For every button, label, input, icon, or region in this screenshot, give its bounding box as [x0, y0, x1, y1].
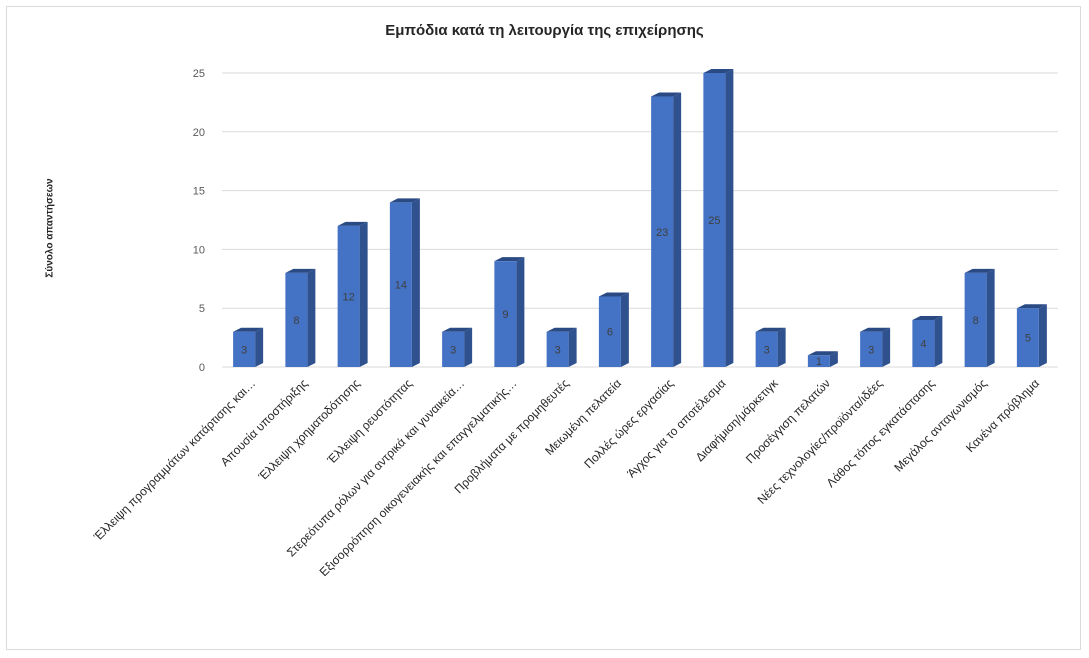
bar-side: [673, 92, 682, 368]
x-tick-label: Έλλειψη ρευστότητας: [324, 376, 415, 467]
bar: [912, 319, 935, 367]
bar-side: [882, 327, 891, 367]
data-label: 6: [607, 327, 613, 339]
bar-side: [568, 327, 577, 367]
bar-top: [337, 221, 368, 226]
bar-top: [651, 92, 682, 97]
bar-side: [986, 268, 995, 367]
bar: [389, 202, 412, 367]
bar-top: [494, 257, 525, 262]
bar: [755, 331, 778, 367]
bar: [1016, 308, 1039, 367]
data-label: 14: [395, 280, 407, 292]
data-label: 25: [708, 215, 720, 227]
x-tick-label: Απουσία υποστήριξης: [218, 376, 311, 469]
data-label: 9: [502, 309, 508, 321]
bar-top: [233, 327, 264, 332]
data-label: 3: [241, 344, 247, 356]
data-label: 23: [656, 227, 668, 239]
bar-side: [725, 69, 734, 367]
data-label: 3: [450, 344, 456, 356]
bar-side: [516, 257, 525, 367]
bar-side: [411, 198, 420, 367]
x-tick-label: Λάθος τόπος εγκατάστασης: [824, 376, 938, 490]
bar: [233, 331, 256, 367]
y-tick-label: 20: [193, 127, 205, 139]
chart-title: Εμπόδια κατά τη λειτουργία της επιχείρησ…: [385, 22, 704, 39]
bar: [703, 73, 726, 367]
y-tick-label: 0: [199, 362, 205, 374]
bar-top: [546, 327, 577, 332]
bar-top: [285, 268, 316, 273]
bar: [442, 331, 465, 367]
bar-top: [964, 268, 995, 273]
bar-side: [1038, 304, 1047, 367]
x-tick-label: Μεγάλος ανταγωνισμός: [891, 376, 990, 475]
chart-frame: [6, 6, 1081, 650]
bar-top: [755, 327, 786, 332]
bar: [337, 225, 360, 367]
bar-side: [359, 221, 368, 367]
bar-side: [620, 292, 629, 367]
bar: [546, 331, 569, 367]
data-label: 3: [555, 344, 561, 356]
data-label: 8: [973, 315, 979, 327]
bar-top: [389, 198, 420, 203]
bar-side: [934, 315, 943, 367]
y-tick-label: 15: [193, 186, 205, 198]
data-label: 3: [868, 344, 874, 356]
bar-top: [807, 351, 838, 356]
y-tick-label: 5: [199, 303, 205, 315]
x-tick-label: Εξισορρόπηση οικογενειακής και επαγγελμα…: [317, 376, 520, 579]
data-label: 12: [343, 291, 355, 303]
data-label: 3: [764, 344, 770, 356]
bar: [807, 355, 830, 367]
bar-top: [442, 327, 473, 332]
x-tick-label: Πολλές ώρες εργασίας: [581, 376, 676, 471]
x-tick-label: Στερεότυπα ρόλων για αντρικά και γυναικε…: [284, 376, 467, 559]
y-tick-label: 10: [193, 244, 205, 256]
bar: [494, 261, 517, 367]
bar-top: [860, 327, 891, 332]
bar: [651, 96, 674, 368]
bar-top: [703, 69, 734, 73]
x-tick-label: Έλλειψη χρηματοδότησης: [255, 376, 363, 484]
bar-top: [912, 315, 943, 320]
bar: [285, 272, 308, 367]
data-label: 4: [920, 338, 926, 350]
bar-side: [829, 351, 838, 367]
bar-side: [464, 327, 473, 367]
data-label: 1: [816, 356, 822, 368]
bar-top: [1016, 304, 1047, 309]
bar: [964, 272, 987, 367]
y-tick-label: 25: [193, 68, 205, 80]
bar-side: [255, 327, 264, 367]
data-label: 8: [293, 315, 299, 327]
bar: [860, 331, 883, 367]
bar-top: [598, 292, 629, 297]
bar-side: [307, 268, 316, 367]
data-label: 5: [1025, 333, 1031, 345]
bar: [598, 296, 621, 367]
x-tick-label: Άγχος για το αποτέλεσμα: [624, 376, 728, 480]
bar-side: [777, 327, 786, 367]
